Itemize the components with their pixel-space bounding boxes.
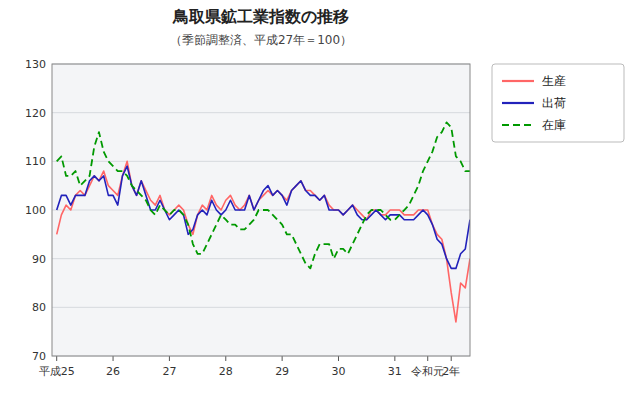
x-tick-label: 27 — [162, 365, 176, 378]
x-tick-label: 28 — [219, 365, 233, 378]
x-tick — [169, 356, 170, 361]
legend-swatch — [502, 102, 534, 104]
x-tick-label: 31 — [388, 365, 402, 378]
subtitle: （季節調整済、平成27年＝100） — [170, 33, 352, 47]
x-tick — [282, 356, 283, 361]
x-tick — [56, 356, 57, 361]
chart-container: 鳥取県鉱工業指数の推移 （季節調整済、平成27年＝100） 70 80 90 100 110… — [0, 0, 636, 404]
plot-background — [52, 64, 470, 356]
lines — [57, 122, 470, 322]
y-tick-label: 70 — [32, 350, 46, 363]
x-tick — [113, 356, 114, 361]
legend: 生産出荷在庫 — [492, 64, 624, 142]
x-tick — [394, 356, 395, 361]
y-tick-label: 80 — [32, 301, 46, 314]
series-line — [57, 166, 470, 268]
y-tick-label: 130 — [25, 58, 46, 71]
x-tick — [451, 356, 452, 361]
y-tick-label: 120 — [25, 107, 46, 120]
x-tick — [225, 356, 226, 361]
x-tick-label: 2年 — [442, 365, 460, 378]
chart-svg: 鳥取県鉱工業指数の推移 （季節調整済、平成27年＝100） 70 80 90 100 110… — [0, 0, 636, 404]
plot-frame — [52, 64, 470, 356]
title: 鳥取県鉱工業指数の推移 — [172, 7, 349, 26]
grid-line — [52, 307, 470, 308]
series-line — [57, 161, 470, 322]
legend-swatch — [502, 124, 534, 126]
x-tick-label: 令和元 — [411, 365, 444, 378]
x-tick — [338, 356, 339, 361]
x-tick-label: 平成25 — [39, 365, 75, 378]
y-axis: 70 80 90 100 110 120 130 — [25, 58, 470, 363]
legend-label: 生産 — [542, 74, 566, 88]
x-tick-label: 29 — [275, 365, 289, 378]
legend-swatch — [502, 80, 534, 82]
grid-line — [52, 161, 470, 162]
grid-line — [52, 258, 470, 259]
x-tick-label: 30 — [331, 365, 345, 378]
y-tick-label: 90 — [32, 253, 46, 266]
x-axis: 平成25 26 27 28 29 30 31 令和元2年 — [39, 356, 461, 378]
x-tick-label: 26 — [106, 365, 120, 378]
y-tick-label: 110 — [25, 155, 46, 168]
legend-label: 在庫 — [542, 118, 566, 132]
series-line — [57, 122, 470, 268]
x-tick — [427, 356, 428, 361]
legend-label: 出荷 — [542, 96, 566, 110]
legend-box — [492, 64, 624, 142]
y-tick-label: 100 — [25, 204, 46, 217]
grid-line — [52, 210, 470, 211]
grid-line — [52, 112, 470, 113]
